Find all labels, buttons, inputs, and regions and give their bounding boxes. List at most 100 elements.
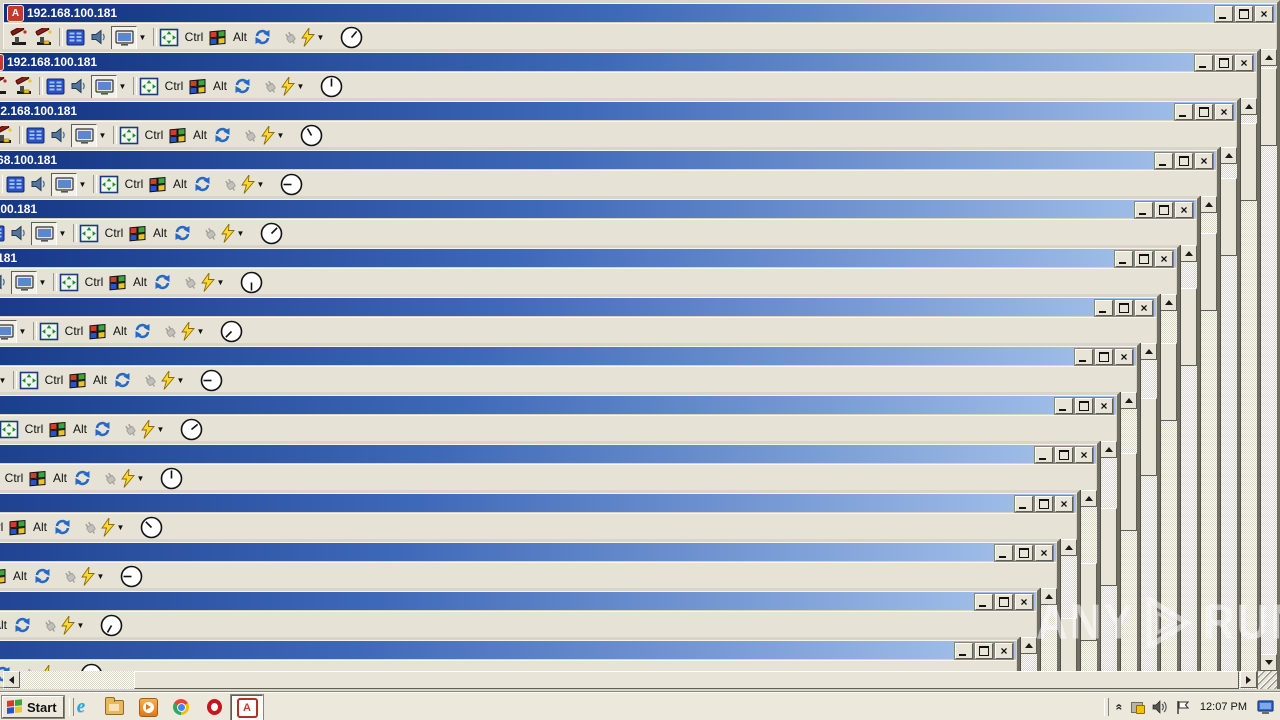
file-transfer-grid-icon[interactable] bbox=[4, 173, 26, 195]
maximize-button[interactable] bbox=[1155, 202, 1173, 218]
send-event-lightning-button[interactable] bbox=[280, 75, 295, 97]
active-task-button-remote-viewer[interactable]: A bbox=[231, 695, 263, 720]
network-display-icon[interactable] bbox=[1257, 699, 1275, 715]
flag-icon[interactable] bbox=[1175, 700, 1190, 715]
send-event-lightning-button[interactable] bbox=[60, 614, 75, 636]
file-explorer-icon[interactable] bbox=[103, 696, 125, 717]
alt-key-button[interactable]: Alt bbox=[10, 565, 30, 587]
send-event-lightning-button[interactable] bbox=[160, 369, 175, 391]
file-transfer-grid-icon[interactable] bbox=[0, 222, 6, 244]
send-event-lightning-button[interactable] bbox=[140, 418, 155, 440]
resize-grip[interactable] bbox=[1258, 671, 1277, 689]
send-event-lightning-button[interactable] bbox=[80, 565, 95, 587]
close-button[interactable]: × bbox=[1095, 398, 1113, 414]
fullscreen-button[interactable] bbox=[118, 124, 140, 146]
scroll-up-button[interactable] bbox=[1160, 294, 1177, 311]
alt-key-button[interactable]: Alt bbox=[30, 516, 50, 538]
disconnect-plug-icon[interactable] bbox=[80, 516, 100, 538]
lightning-dropdown[interactable]: ▼ bbox=[195, 320, 206, 342]
sound-icon[interactable] bbox=[48, 124, 69, 146]
send-event-lightning-button[interactable] bbox=[180, 320, 195, 342]
windows-key-button[interactable] bbox=[167, 124, 188, 146]
close-button[interactable]: × bbox=[1135, 300, 1153, 316]
alt-key-button[interactable]: Alt bbox=[90, 369, 110, 391]
refresh-button[interactable] bbox=[92, 418, 112, 440]
scroll-up-button[interactable] bbox=[1040, 588, 1057, 605]
ctrl-key-button[interactable]: Ctrl bbox=[2, 467, 26, 489]
monitor-view-button[interactable] bbox=[71, 124, 97, 148]
monitor-view-button[interactable] bbox=[51, 173, 77, 197]
alt-key-button[interactable]: Alt bbox=[50, 467, 70, 489]
maximize-button[interactable] bbox=[1055, 447, 1073, 463]
close-button[interactable]: × bbox=[1195, 153, 1213, 169]
lightning-dropdown[interactable]: ▼ bbox=[295, 75, 306, 97]
scroll-up-button[interactable] bbox=[1120, 392, 1137, 409]
chrome-icon[interactable] bbox=[170, 697, 192, 717]
lightning-dropdown[interactable]: ▼ bbox=[215, 271, 226, 293]
lightning-dropdown[interactable]: ▼ bbox=[315, 26, 326, 48]
ctrl-key-button[interactable]: Ctrl bbox=[142, 124, 166, 146]
maximize-button[interactable] bbox=[1075, 398, 1093, 414]
vscroll-thumb[interactable] bbox=[1100, 508, 1117, 586]
refresh-button[interactable] bbox=[12, 614, 32, 636]
refresh-button[interactable] bbox=[132, 320, 152, 342]
scroll-right-button[interactable] bbox=[1240, 671, 1257, 688]
windows-key-button[interactable] bbox=[27, 467, 48, 489]
scroll-up-button[interactable] bbox=[1200, 196, 1217, 213]
close-button[interactable]: × bbox=[1035, 545, 1053, 561]
minimize-button[interactable] bbox=[1035, 447, 1053, 463]
vertical-scrollbar[interactable] bbox=[1220, 147, 1237, 692]
vertical-scrollbar[interactable] bbox=[1120, 392, 1137, 692]
internet-explorer-icon[interactable]: e bbox=[76, 696, 86, 717]
lightning-dropdown[interactable]: ▼ bbox=[135, 467, 146, 489]
minimize-button[interactable] bbox=[995, 545, 1013, 561]
lightning-dropdown[interactable]: ▼ bbox=[115, 516, 126, 538]
maximize-button[interactable] bbox=[1235, 6, 1253, 22]
ctrl-key-button[interactable]: Ctrl bbox=[0, 516, 6, 538]
maximize-button[interactable] bbox=[1215, 55, 1233, 71]
file-transfer-grid-icon[interactable] bbox=[64, 26, 86, 48]
monitor-view-dropdown[interactable]: ▼ bbox=[36, 271, 49, 293]
fullscreen-button[interactable] bbox=[98, 173, 120, 195]
refresh-button[interactable] bbox=[72, 467, 92, 489]
fullscreen-button[interactable] bbox=[158, 26, 180, 48]
scroll-down-button[interactable] bbox=[1260, 654, 1277, 671]
sound-icon[interactable] bbox=[68, 75, 89, 97]
disconnect-plug-icon[interactable] bbox=[140, 369, 160, 391]
ctrl-key-button[interactable]: Ctrl bbox=[22, 418, 46, 440]
lightning-dropdown[interactable]: ▼ bbox=[95, 565, 106, 587]
disconnect-plug-icon[interactable] bbox=[280, 26, 300, 48]
monitor-view-dropdown[interactable]: ▼ bbox=[16, 320, 29, 342]
windows-key-button[interactable] bbox=[127, 222, 148, 244]
windows-key-button[interactable] bbox=[147, 173, 168, 195]
disconnect-plug-icon[interactable] bbox=[220, 173, 240, 195]
send-event-lightning-button[interactable] bbox=[200, 271, 215, 293]
lightning-dropdown[interactable]: ▼ bbox=[75, 614, 86, 636]
vscroll-thumb[interactable] bbox=[1260, 68, 1277, 146]
windows-key-button[interactable] bbox=[87, 320, 108, 342]
lightning-dropdown[interactable]: ▼ bbox=[175, 369, 186, 391]
scroll-up-button[interactable] bbox=[1060, 539, 1077, 556]
windows-key-button[interactable] bbox=[187, 75, 208, 97]
maximize-button[interactable] bbox=[1135, 251, 1153, 267]
vertical-scrollbar[interactable] bbox=[1180, 245, 1197, 692]
monitor-view-dropdown[interactable]: ▼ bbox=[96, 124, 109, 146]
alt-key-button[interactable]: Alt bbox=[150, 222, 170, 244]
fullscreen-button[interactable] bbox=[138, 75, 160, 97]
minimize-button[interactable] bbox=[1115, 251, 1133, 267]
fullscreen-button[interactable] bbox=[78, 222, 100, 244]
lightning-dropdown[interactable]: ▼ bbox=[275, 124, 286, 146]
alt-key-button[interactable]: Alt bbox=[190, 124, 210, 146]
close-button[interactable]: × bbox=[1115, 349, 1133, 365]
lightning-dropdown[interactable]: ▼ bbox=[155, 418, 166, 440]
fullscreen-button[interactable] bbox=[38, 320, 60, 342]
vscroll-thumb[interactable] bbox=[1200, 233, 1217, 311]
refresh-button[interactable] bbox=[112, 369, 132, 391]
vertical-scrollbar[interactable] bbox=[1140, 343, 1157, 692]
fullscreen-button[interactable] bbox=[58, 271, 80, 293]
monitor-view-dropdown[interactable]: ▼ bbox=[136, 26, 149, 48]
